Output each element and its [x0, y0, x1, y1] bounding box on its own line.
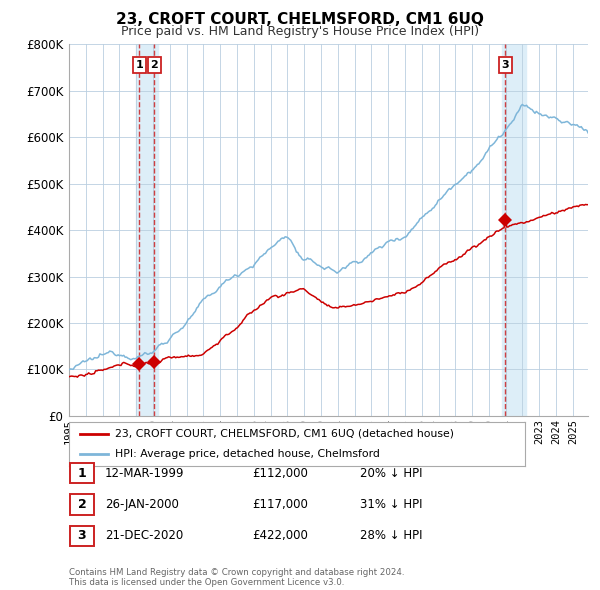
Bar [502, 44, 526, 416]
Text: 21-DEC-2020: 21-DEC-2020 [105, 529, 183, 542]
FancyBboxPatch shape [70, 526, 94, 546]
Text: 3: 3 [502, 60, 509, 70]
Bar [136, 44, 158, 416]
FancyBboxPatch shape [70, 463, 94, 483]
Text: 23, CROFT COURT, CHELMSFORD, CM1 6UQ (detached house): 23, CROFT COURT, CHELMSFORD, CM1 6UQ (de… [115, 429, 454, 439]
Text: 1: 1 [136, 60, 143, 70]
Text: Contains HM Land Registry data © Crown copyright and database right 2024.
This d: Contains HM Land Registry data © Crown c… [69, 568, 404, 587]
Text: 23, CROFT COURT, CHELMSFORD, CM1 6UQ: 23, CROFT COURT, CHELMSFORD, CM1 6UQ [116, 12, 484, 27]
Text: £112,000: £112,000 [252, 467, 308, 480]
Text: 2: 2 [77, 498, 86, 511]
Text: £117,000: £117,000 [252, 498, 308, 511]
Text: £422,000: £422,000 [252, 529, 308, 542]
Text: Price paid vs. HM Land Registry's House Price Index (HPI): Price paid vs. HM Land Registry's House … [121, 25, 479, 38]
Text: 20% ↓ HPI: 20% ↓ HPI [360, 467, 422, 480]
Text: 28% ↓ HPI: 28% ↓ HPI [360, 529, 422, 542]
FancyBboxPatch shape [70, 494, 94, 514]
Text: 1: 1 [77, 467, 86, 480]
Text: 3: 3 [77, 529, 86, 542]
Text: HPI: Average price, detached house, Chelmsford: HPI: Average price, detached house, Chel… [115, 449, 379, 459]
Text: 26-JAN-2000: 26-JAN-2000 [105, 498, 179, 511]
Text: 12-MAR-1999: 12-MAR-1999 [105, 467, 185, 480]
Text: 2: 2 [150, 60, 158, 70]
Text: 31% ↓ HPI: 31% ↓ HPI [360, 498, 422, 511]
